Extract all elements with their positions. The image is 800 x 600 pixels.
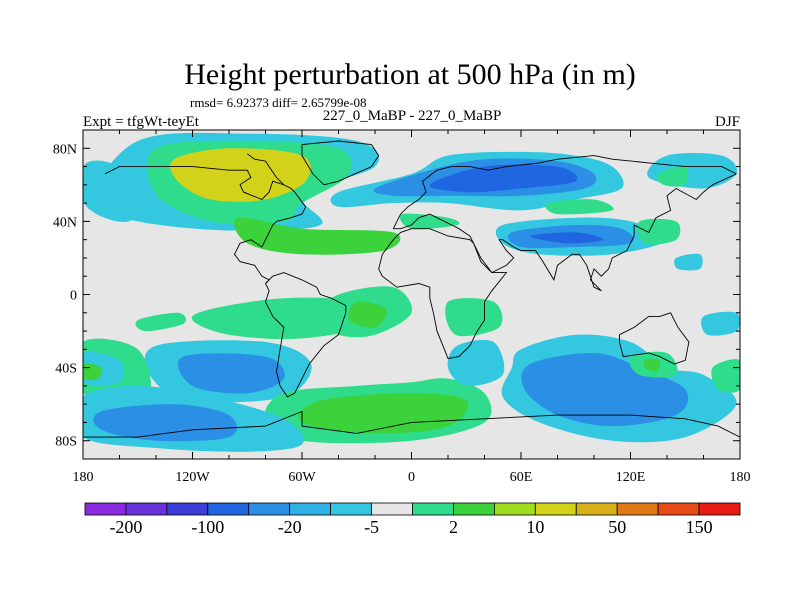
y-tick-label: 40N	[53, 215, 77, 230]
colorbar-swatch	[166, 502, 209, 516]
x-tick-label: 120W	[175, 470, 210, 485]
contour-region	[399, 213, 460, 230]
colorbar-swatch	[616, 502, 659, 516]
coastline	[473, 173, 737, 292]
coastline	[378, 228, 508, 360]
colorbar-label: 150	[686, 517, 713, 537]
plot-title: Height perturbation at 500 hPa (in m)	[184, 58, 636, 91]
experiment-label: Expt = tfgWt-teyEt	[83, 114, 200, 130]
y-tick-label: 0	[70, 289, 77, 304]
coastline	[392, 155, 737, 229]
colorbar-swatch	[289, 502, 332, 516]
contour-region	[298, 393, 469, 434]
contour-region	[177, 353, 285, 394]
contour-region	[447, 339, 505, 387]
contour-region	[429, 164, 578, 193]
season-label: DJF	[715, 114, 740, 130]
contour-region	[83, 160, 148, 223]
coastline	[619, 312, 690, 365]
y-tick-label: 80S	[55, 435, 77, 450]
latitude-axis: 80N 40N 0 40S 80S	[53, 129, 740, 460]
contour-region	[637, 218, 681, 245]
x-tick-label: 120E	[616, 470, 646, 485]
colorbar-swatch	[84, 502, 127, 516]
longitude-axis: 180 120W 60W 0 60E 120E 180	[73, 130, 751, 485]
colorbar-label: -5	[364, 517, 379, 537]
contour-region	[234, 217, 401, 255]
x-tick-label: 60W	[288, 470, 316, 485]
colorbar-swatch	[248, 502, 291, 516]
coastlines	[83, 140, 740, 438]
colorbar-swatch	[657, 502, 700, 516]
contour-fills	[83, 132, 740, 452]
coastline	[301, 140, 380, 186]
colorbar-swatch	[534, 502, 577, 516]
colorbar-swatch	[453, 502, 495, 516]
colorbar-label: 10	[526, 517, 544, 537]
colorbar-swatch	[698, 502, 741, 516]
contour-region	[656, 166, 689, 187]
contour-region	[711, 359, 740, 393]
contour-region	[93, 404, 238, 442]
x-tick-label: 180	[730, 470, 751, 485]
colorbar-label: 2	[449, 517, 458, 537]
coastline	[265, 272, 347, 398]
x-tick-label: 60E	[510, 470, 533, 485]
colorbar-swatch	[412, 502, 454, 516]
colorbar-swatch	[371, 502, 413, 516]
contour-region	[135, 312, 187, 332]
colorbar-label: 50	[608, 517, 626, 537]
coastline	[104, 166, 284, 201]
colorbar-swatch	[125, 502, 168, 516]
colorbar-swatch	[575, 502, 618, 516]
contour-region	[545, 199, 614, 215]
stats-label: rmsd= 6.92373 diff= 2.65799e-08	[190, 95, 367, 110]
colorbar-swatch	[493, 502, 536, 516]
contour-region	[674, 253, 703, 271]
coastline	[233, 153, 307, 284]
x-tick-label: 180	[73, 470, 94, 485]
colorbar-label: -20	[278, 517, 302, 537]
colorbar: -200 -100 -20 -5 2 10 50 150	[84, 502, 741, 537]
map-panel: 80N 40N 0 40S 80S 180 120W 60W 0 60E 120E 180	[53, 129, 751, 485]
coastline	[393, 213, 475, 244]
contour-region	[701, 311, 740, 336]
y-tick-label: 40S	[55, 362, 77, 377]
colorbar-label: -200	[109, 517, 142, 537]
contour-region	[170, 148, 311, 202]
x-tick-label: 0	[408, 470, 415, 485]
contour-region	[445, 298, 503, 337]
contour-region	[348, 301, 387, 328]
colorbar-label: -100	[191, 517, 224, 537]
comparison-label: 227_0_MaBP - 227_0_MaBP	[323, 108, 502, 124]
colorbar-swatch	[330, 502, 372, 516]
y-tick-label: 80N	[53, 142, 77, 157]
coastline	[83, 410, 740, 438]
colorbar-swatch	[207, 502, 250, 516]
contour-region	[530, 232, 604, 244]
contour-region	[643, 359, 661, 372]
